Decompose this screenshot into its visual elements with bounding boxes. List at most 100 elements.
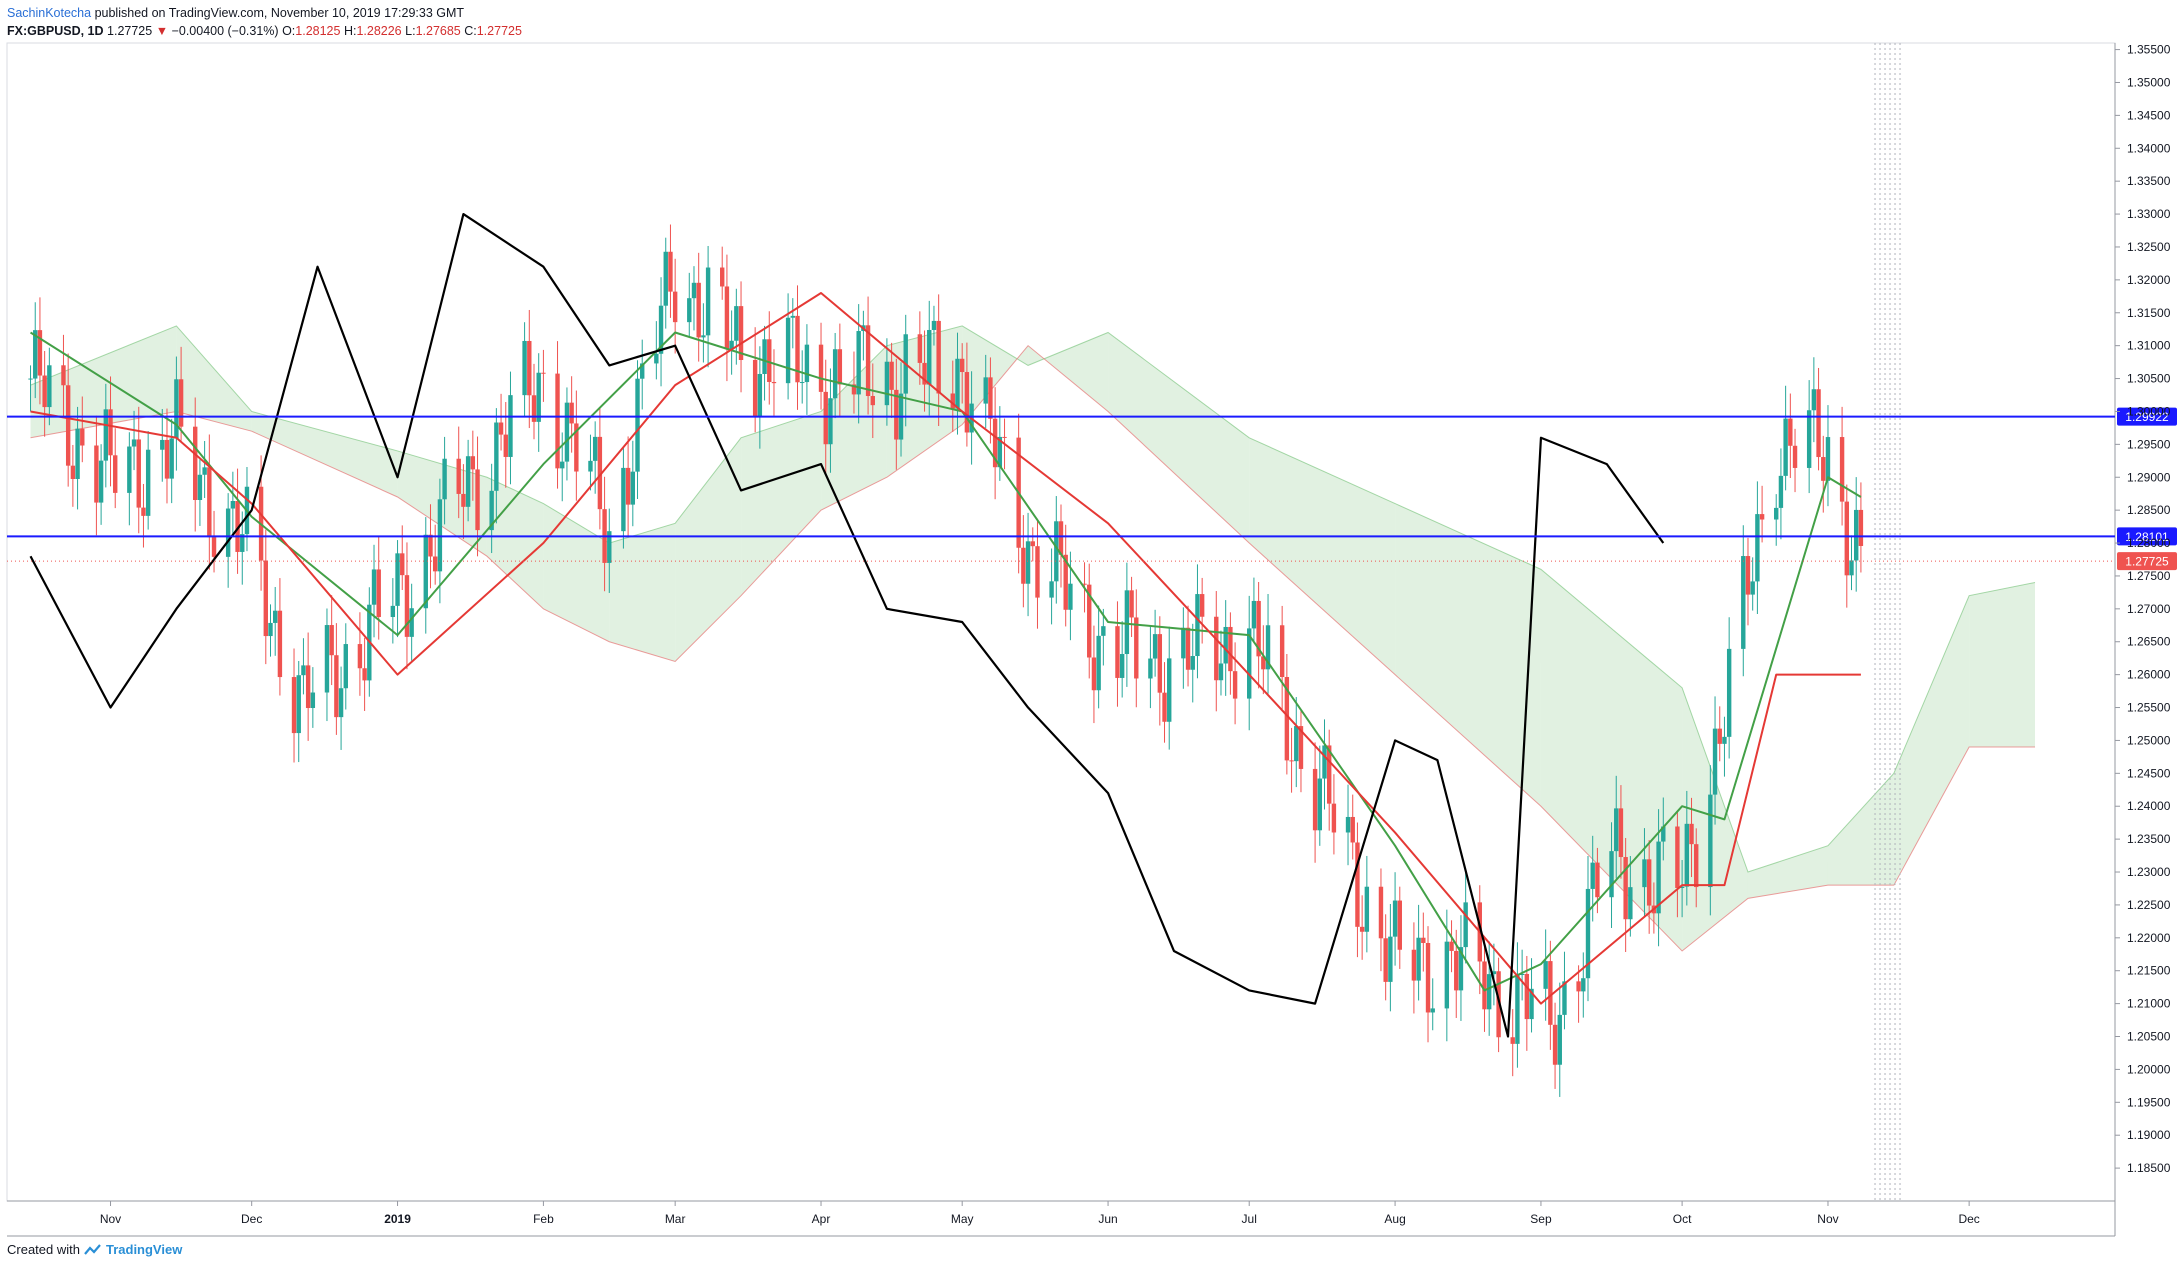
candle-body bbox=[1199, 594, 1205, 617]
candle-body bbox=[738, 306, 744, 360]
candle-body bbox=[992, 418, 998, 468]
candle-body bbox=[621, 467, 626, 532]
candle-body bbox=[1049, 581, 1054, 598]
candle-body bbox=[564, 402, 570, 462]
candle-body bbox=[1454, 950, 1459, 991]
candle-body bbox=[169, 438, 174, 479]
cloud-segment bbox=[543, 503, 610, 642]
candle-body bbox=[400, 553, 405, 576]
candle-body bbox=[922, 362, 927, 385]
candle-body bbox=[894, 389, 899, 440]
candle-body bbox=[997, 436, 1003, 468]
cloud-segment bbox=[1893, 595, 1970, 886]
candle-body bbox=[1844, 501, 1849, 576]
candle-body bbox=[828, 398, 833, 445]
candle-body bbox=[1152, 634, 1158, 659]
candle-body bbox=[931, 320, 937, 330]
candle-body bbox=[70, 465, 76, 479]
candle-body bbox=[127, 446, 132, 493]
author-name[interactable]: SachinKotecha bbox=[7, 6, 92, 20]
candle-body bbox=[1548, 961, 1553, 1025]
candle-body bbox=[1811, 389, 1817, 411]
symbol-label[interactable]: FX:GBPUSD, 1D bbox=[7, 24, 104, 38]
plot-area bbox=[6, 42, 2116, 1202]
candle-body bbox=[1101, 626, 1106, 636]
candle-body bbox=[1058, 521, 1064, 555]
candle-body bbox=[950, 393, 955, 409]
candle-body bbox=[33, 330, 38, 379]
candle-body bbox=[1524, 973, 1530, 1020]
time-axis[interactable]: Nov Dec 2019 Feb Mar Apr May Jun Jul Aug Sep Oct Nov… bbox=[100, 1201, 1980, 1226]
candle-body bbox=[1134, 617, 1139, 679]
candle-body bbox=[1388, 936, 1393, 982]
candle-body bbox=[531, 395, 537, 422]
cloud-segment bbox=[1395, 503, 1541, 807]
candle-body bbox=[1327, 745, 1332, 804]
candle-body bbox=[28, 378, 33, 380]
candle-body bbox=[936, 320, 941, 394]
candle-body bbox=[141, 507, 146, 516]
candle-body bbox=[1167, 658, 1172, 722]
candle-body bbox=[164, 439, 170, 479]
price-axis[interactable]: 1.35500 1.35000 1.34500 1.34000 1.33500 1.330… bbox=[2115, 43, 2171, 1176]
candle-body bbox=[1496, 971, 1501, 1038]
candle-body bbox=[630, 471, 636, 505]
price-tick-label: 1.32500 bbox=[2127, 240, 2171, 254]
candle-body bbox=[376, 569, 381, 618]
candle-body bbox=[131, 439, 137, 447]
candle-body bbox=[98, 460, 104, 503]
candle-body bbox=[1849, 560, 1854, 576]
candle-body bbox=[1694, 844, 1699, 888]
candle-body bbox=[503, 434, 508, 457]
candle-body bbox=[691, 282, 697, 299]
candle-body bbox=[178, 379, 184, 427]
candle-body bbox=[1515, 975, 1520, 1044]
candle-body bbox=[767, 339, 772, 382]
candle-body bbox=[437, 499, 443, 572]
time-tick-label: Dec bbox=[241, 1212, 262, 1226]
candle-body bbox=[357, 644, 363, 669]
candle-body bbox=[273, 610, 278, 623]
candle-body bbox=[489, 490, 494, 531]
candle-body bbox=[785, 317, 791, 384]
candle-body bbox=[818, 344, 824, 392]
candle-body bbox=[1359, 926, 1365, 932]
indicator-lines bbox=[29, 43, 1901, 1201]
price-tick-label: 1.20500 bbox=[2127, 1030, 2171, 1044]
candle-body bbox=[1609, 851, 1614, 898]
tradingview-brand[interactable]: TradingView bbox=[105, 1242, 183, 1257]
time-tick-label: Jul bbox=[1242, 1212, 1257, 1226]
candle-body bbox=[42, 375, 47, 408]
horizontal-levels[interactable]: 1.29922 1.28101 1.27725 bbox=[7, 407, 2177, 571]
candle-body bbox=[1557, 1014, 1562, 1065]
price-tick-label: 1.26000 bbox=[2127, 668, 2171, 682]
cloud-segment bbox=[1540, 569, 1683, 951]
candle-body bbox=[301, 665, 306, 676]
candle-body bbox=[432, 556, 438, 572]
candle-body bbox=[1261, 656, 1266, 670]
candle-body bbox=[1491, 971, 1497, 975]
candle-body bbox=[442, 458, 447, 500]
price-tick-label: 1.29500 bbox=[2127, 437, 2171, 451]
candle-body bbox=[1595, 862, 1600, 898]
cloud-segment bbox=[251, 411, 398, 497]
candle-body bbox=[724, 286, 730, 350]
candle-body bbox=[1529, 988, 1534, 1020]
price-tick-label: 1.19000 bbox=[2127, 1128, 2171, 1142]
price-tick-label: 1.23500 bbox=[2127, 832, 2171, 846]
candle-body bbox=[1082, 583, 1087, 585]
candle-body bbox=[832, 349, 838, 399]
candle-body bbox=[560, 461, 565, 469]
candle-body bbox=[795, 315, 800, 383]
candle-body bbox=[1068, 583, 1073, 610]
candle-body bbox=[1091, 657, 1097, 691]
candle-body bbox=[1025, 541, 1031, 584]
candle-body bbox=[508, 395, 513, 457]
price-tick-label: 1.25500 bbox=[2127, 701, 2171, 715]
candle-body bbox=[734, 306, 739, 341]
candle-body bbox=[536, 372, 541, 422]
candle-body bbox=[1792, 445, 1798, 468]
candle-body bbox=[1689, 823, 1694, 845]
candle-body bbox=[1628, 887, 1633, 920]
